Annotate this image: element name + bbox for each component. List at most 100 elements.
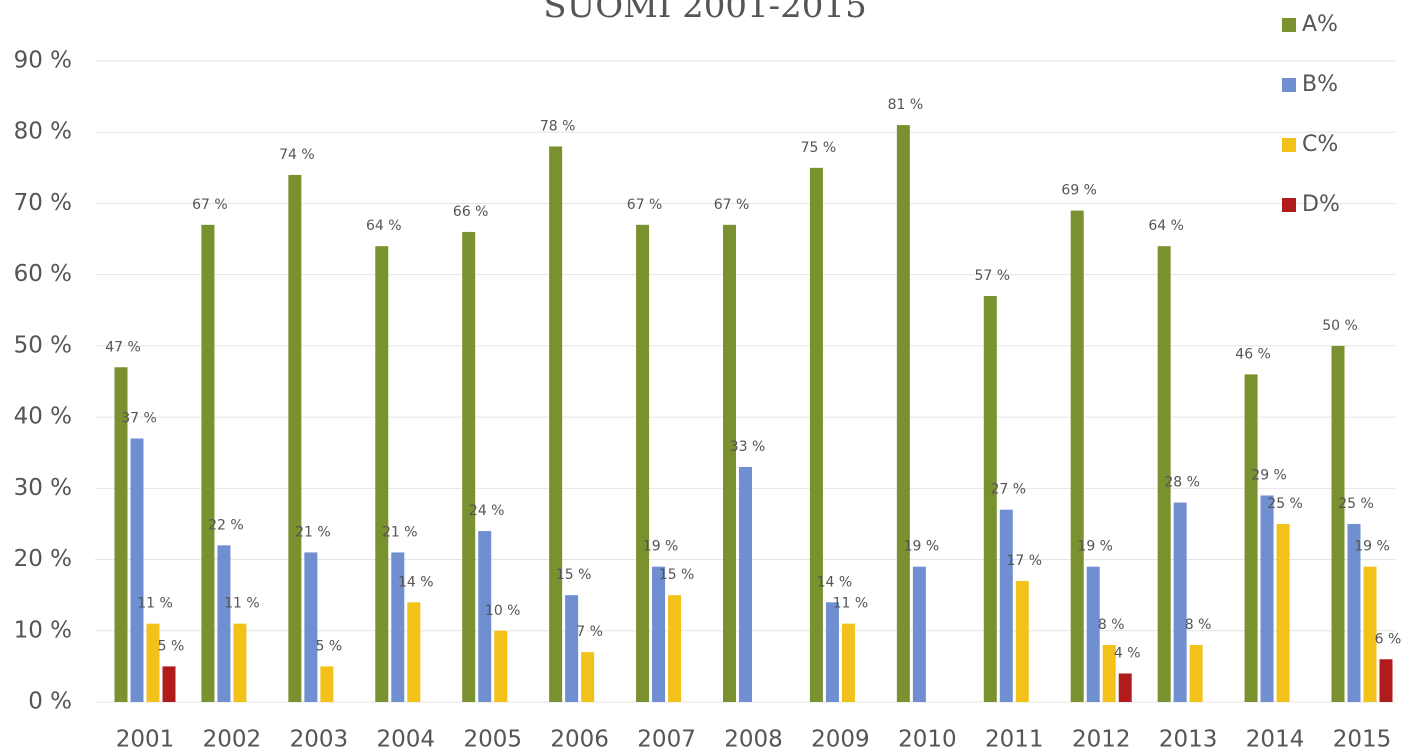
bar xyxy=(114,367,128,702)
y-tick-label: 0 % xyxy=(28,689,72,715)
legend-label: D% xyxy=(1302,192,1340,217)
bar xyxy=(233,623,247,702)
bar xyxy=(1070,210,1084,703)
x-tick-label: 2001 xyxy=(116,727,175,753)
data-label: 21 % xyxy=(295,524,331,540)
y-tick-label: 50 % xyxy=(14,332,72,358)
x-tick-label: 2013 xyxy=(1159,727,1218,753)
legend-swatch xyxy=(1282,198,1296,212)
bar xyxy=(652,566,666,702)
bar xyxy=(1331,345,1345,702)
legend-swatch xyxy=(1282,18,1296,32)
data-label: 21 % xyxy=(382,524,418,540)
data-label: 78 % xyxy=(540,118,576,134)
bar xyxy=(1260,495,1274,702)
x-tick-label: 2006 xyxy=(550,727,609,753)
bar xyxy=(391,552,405,702)
bar xyxy=(407,602,421,702)
y-tick-label: 10 % xyxy=(14,617,72,643)
bar xyxy=(1363,566,1377,702)
bar xyxy=(1157,246,1171,702)
x-tick-label: 2002 xyxy=(203,727,262,753)
legend-label: A% xyxy=(1302,12,1338,37)
data-label: 11 % xyxy=(224,596,260,612)
bar xyxy=(896,125,910,703)
data-label: 57 % xyxy=(974,268,1010,284)
bar xyxy=(288,174,302,702)
bar xyxy=(1118,673,1132,702)
bar xyxy=(739,466,752,702)
data-label: 25 % xyxy=(1338,496,1374,512)
data-label: 14 % xyxy=(398,574,434,590)
bar xyxy=(636,224,650,703)
bar xyxy=(1102,645,1116,702)
legend-swatch xyxy=(1282,78,1296,92)
data-label: 8 % xyxy=(1185,617,1212,633)
data-label: 67 % xyxy=(192,197,228,213)
chart-title: SUOMI 2001-2015 xyxy=(543,0,866,26)
data-label: 15 % xyxy=(659,567,695,583)
x-tick-label: 2005 xyxy=(463,727,522,753)
data-label: 7 % xyxy=(576,624,603,640)
data-label: 11 % xyxy=(833,596,869,612)
bar xyxy=(912,566,926,702)
bar xyxy=(1276,523,1290,702)
data-label: 66 % xyxy=(453,204,489,220)
data-label: 17 % xyxy=(1006,553,1042,569)
data-label: 27 % xyxy=(990,482,1026,498)
data-label: 81 % xyxy=(888,97,924,113)
x-tick-label: 2014 xyxy=(1246,727,1305,753)
data-label: 5 % xyxy=(158,638,185,654)
legend-label: C% xyxy=(1302,132,1338,157)
data-label: 6 % xyxy=(1375,631,1402,647)
bar xyxy=(201,224,215,703)
data-label: 74 % xyxy=(279,147,315,163)
data-label: 64 % xyxy=(1148,218,1184,234)
bar xyxy=(1379,659,1393,702)
data-label: 28 % xyxy=(1164,475,1200,491)
x-tick-label: 2007 xyxy=(637,727,696,753)
bar xyxy=(478,531,492,702)
data-label: 24 % xyxy=(469,503,505,519)
x-tick-label: 2009 xyxy=(811,727,870,753)
bar xyxy=(825,602,839,702)
data-label: 14 % xyxy=(817,574,853,590)
data-label: 37 % xyxy=(121,410,157,426)
x-tick-label: 2011 xyxy=(985,727,1044,753)
data-label: 67 % xyxy=(627,197,663,213)
data-label: 50 % xyxy=(1322,318,1358,334)
data-label: 15 % xyxy=(556,567,592,583)
data-label: 19 % xyxy=(904,539,940,555)
bar xyxy=(668,595,682,702)
bar xyxy=(1189,645,1203,702)
bar xyxy=(320,666,334,702)
data-label: 19 % xyxy=(1354,539,1390,555)
data-label: 25 % xyxy=(1267,496,1303,512)
bar xyxy=(1015,580,1029,702)
bar xyxy=(999,509,1013,702)
bar xyxy=(494,630,508,702)
data-label: 29 % xyxy=(1251,467,1287,483)
x-tick-label: 2015 xyxy=(1333,727,1392,753)
bar xyxy=(1086,566,1100,702)
x-tick-label: 2003 xyxy=(290,727,349,753)
bar xyxy=(549,146,563,702)
bar xyxy=(304,552,318,702)
data-label: 69 % xyxy=(1061,183,1097,199)
data-label: 64 % xyxy=(366,218,402,234)
data-label: 4 % xyxy=(1114,646,1141,662)
y-tick-label: 60 % xyxy=(14,261,72,287)
bar xyxy=(723,224,736,703)
y-tick-label: 20 % xyxy=(14,546,72,572)
bar xyxy=(983,296,997,702)
data-label: 75 % xyxy=(801,140,837,156)
bar xyxy=(162,666,176,702)
data-label: 10 % xyxy=(485,603,521,619)
bar xyxy=(375,246,389,702)
x-tick-label: 2008 xyxy=(724,727,783,753)
data-label: 19 % xyxy=(643,539,679,555)
bar xyxy=(841,623,855,702)
bar xyxy=(565,595,579,702)
y-tick-label: 70 % xyxy=(14,190,72,216)
